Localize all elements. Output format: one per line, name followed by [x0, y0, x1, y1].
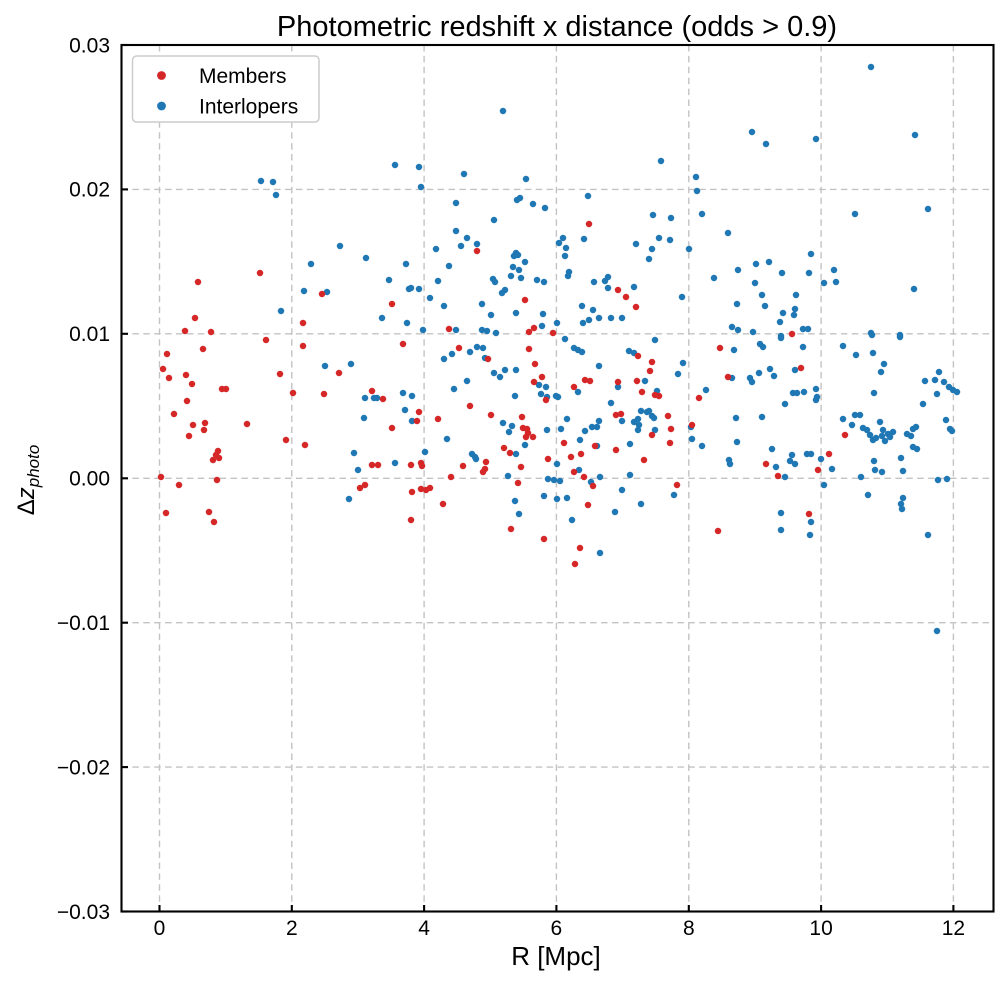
svg-text:0.02: 0.02: [69, 179, 110, 202]
svg-text:2: 2: [286, 917, 298, 940]
svg-text:−0.02: −0.02: [57, 756, 110, 779]
svg-text:R [Mpc]: R [Mpc]: [511, 941, 601, 971]
svg-text:10: 10: [809, 917, 832, 940]
svg-text:0.03: 0.03: [69, 34, 110, 57]
svg-text:0: 0: [154, 917, 166, 940]
svg-text:Interlopers: Interlopers: [199, 96, 298, 119]
svg-text:4: 4: [418, 917, 430, 940]
svg-text:Members: Members: [199, 65, 287, 88]
svg-text:−0.01: −0.01: [57, 612, 110, 635]
svg-text:−0.03: −0.03: [57, 901, 110, 924]
svg-text:8: 8: [683, 917, 695, 940]
svg-text:0.01: 0.01: [69, 323, 110, 346]
svg-text:Photometric redshift x distanc: Photometric redshift x distance (odds > …: [277, 11, 837, 43]
svg-text:12: 12: [942, 917, 965, 940]
svg-text:6: 6: [551, 917, 563, 940]
svg-text:0.00: 0.00: [69, 468, 110, 491]
